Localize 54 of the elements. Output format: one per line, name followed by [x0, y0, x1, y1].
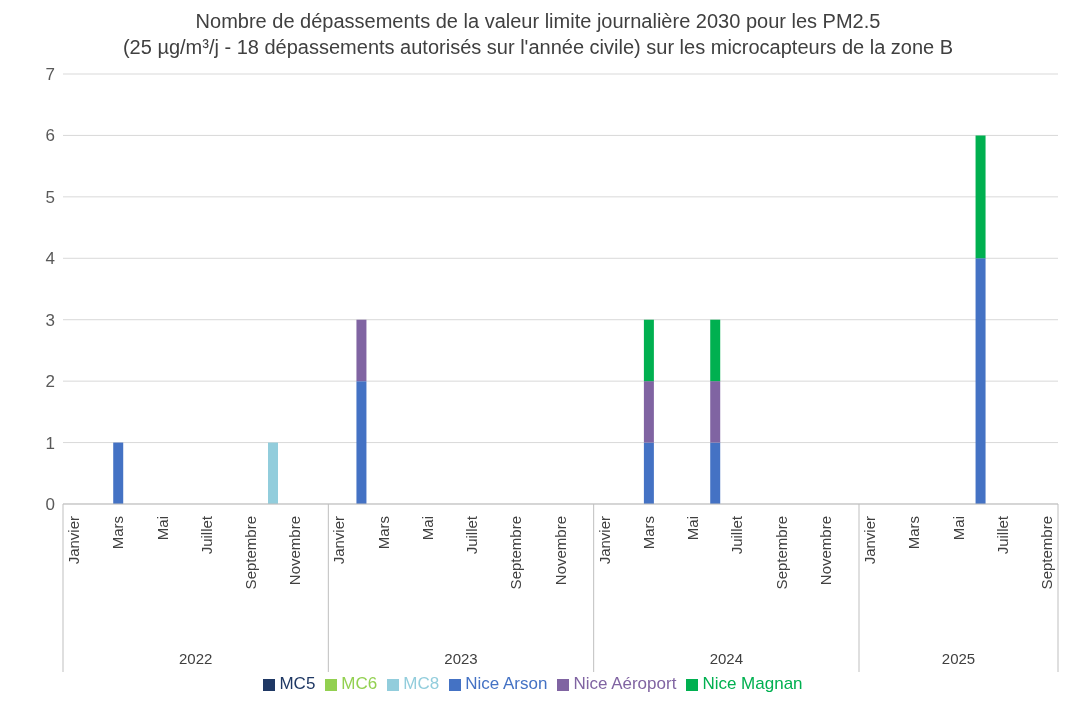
y-tick-label: 0 [45, 495, 55, 515]
y-tick-label: 5 [45, 187, 55, 207]
bar [975, 258, 986, 504]
y-tick-label: 3 [45, 310, 55, 330]
x-tick-label: Janvier [595, 516, 613, 565]
bar [710, 381, 721, 443]
bar [975, 135, 986, 259]
x-tick-label: Mars [109, 516, 127, 550]
x-tick-label: Mars [639, 516, 657, 550]
bar [268, 442, 278, 504]
x-tick-label: Juillet [197, 515, 215, 555]
x-tick-label: Juillet [728, 515, 746, 555]
y-tick-label: 4 [45, 249, 55, 269]
legend-label: MC5 [279, 674, 316, 693]
x-tick-label: Mars [905, 516, 923, 550]
x-tick-label: Novembre [551, 516, 569, 586]
x-tick-label: Janvier [330, 516, 348, 565]
bar [113, 442, 124, 504]
x-tick-label: Novembre [816, 516, 834, 586]
x-tick-label: Juillet [993, 515, 1011, 555]
x-tick-label: Janvier [861, 516, 879, 565]
y-tick-label: 7 [45, 65, 55, 85]
x-tick-label: Janvier [65, 516, 83, 565]
x-tick-label: Septembre [772, 516, 790, 590]
x-tick-label: Novembre [286, 516, 304, 586]
y-tick-label: 6 [45, 126, 55, 146]
bar [710, 442, 721, 504]
legend-label: MC6 [341, 674, 378, 693]
text: 2025 [941, 650, 976, 667]
y-tick-label: 1 [45, 433, 55, 453]
x-tick-label: Mai [153, 516, 171, 541]
x-tick-label: Mai [418, 516, 436, 541]
text: 2024 [709, 650, 744, 667]
x-tick-label: Mai [949, 516, 967, 541]
legend-label: Nice Aéroport [573, 674, 677, 693]
legend-label: Nice Magnan [702, 674, 803, 693]
chart-title: Nombre de dépassements de la valeur limite journalière 2030 pour les PM2.5 (25 µg/m³/j - 18 dépassements autorisés sur l'année civile) sur les microcapteurs de la zone B [121, 9, 955, 60]
x-tick-label: Juillet [463, 515, 481, 555]
bar [356, 319, 367, 382]
legend-label: Nice Arson [465, 674, 548, 693]
bar [643, 442, 654, 504]
bar [356, 381, 367, 504]
x-tick-label: Septembre [507, 516, 525, 590]
x-tick-label: Septembre [241, 516, 259, 590]
bar [643, 319, 654, 382]
x-tick-label: Septembre [1037, 516, 1055, 590]
bar [710, 319, 721, 382]
x-tick-label: Mai [684, 516, 702, 541]
bar [643, 381, 654, 443]
text: 2023 [444, 650, 478, 667]
x-tick-label: Mars [374, 516, 392, 550]
y-tick-label: 2 [45, 372, 55, 392]
text: 2022 [178, 650, 213, 667]
legend-label: MC8 [403, 674, 440, 693]
